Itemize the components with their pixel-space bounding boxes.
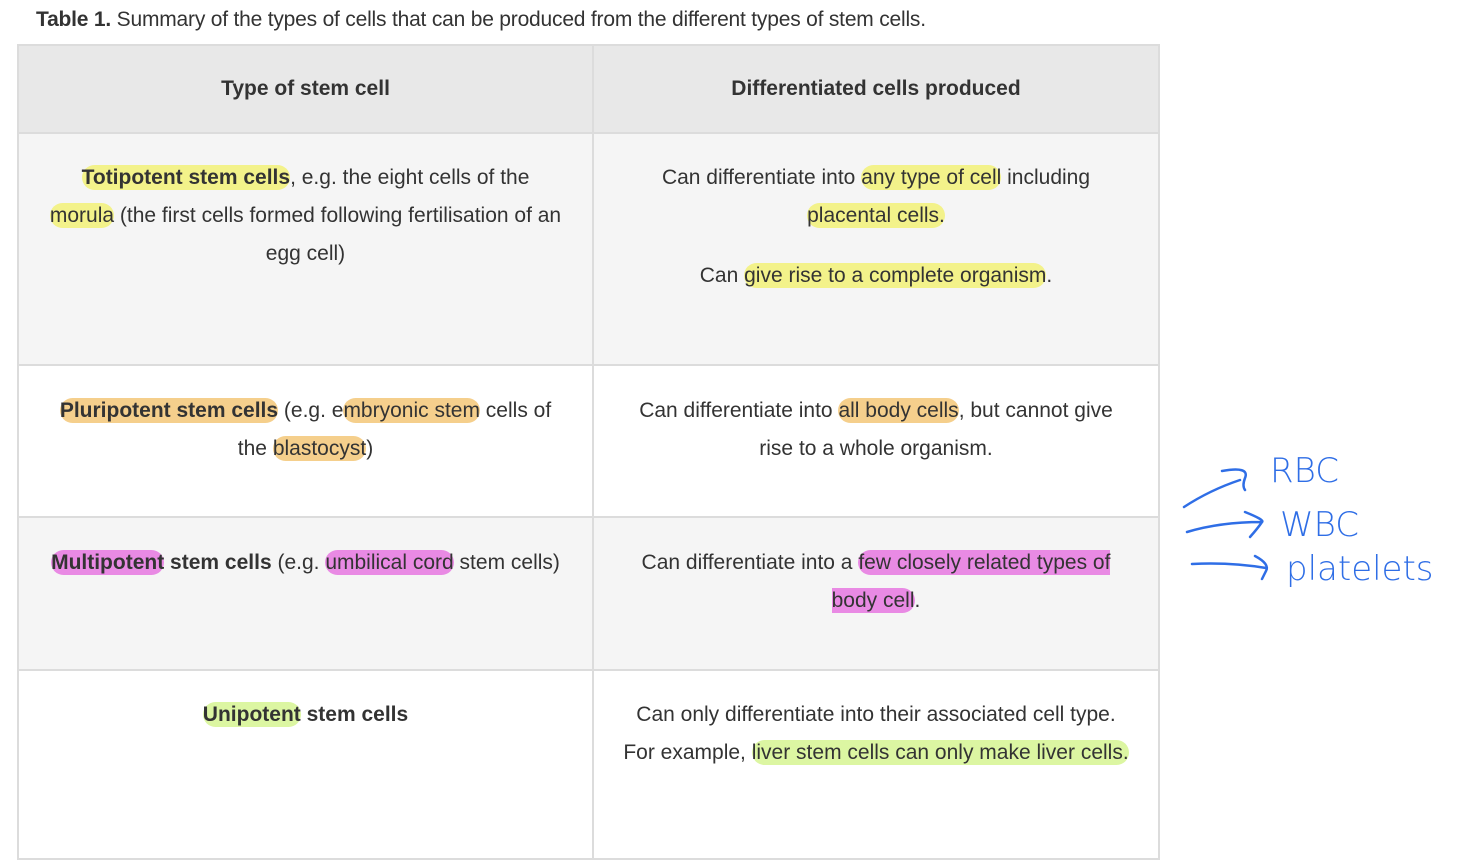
cell-stem-cell-type: Unipotent stem cells [17, 669, 594, 860]
handwritten-annotation: RBC WBC platelets [1182, 451, 1434, 589]
highlighted-text: umbilical cord [325, 550, 454, 575]
text-segment: stem cells) [453, 551, 560, 574]
paragraph: Can give rise to a complete organism. [622, 257, 1130, 295]
text-segment: (e.g. [271, 551, 326, 574]
paragraph: Unipotent stem cells [47, 696, 564, 734]
arrow-icon [1185, 510, 1264, 539]
text-segment: , but cannot give rise to a whole organi… [759, 399, 1113, 460]
text-segment: (e.g. e [278, 399, 344, 422]
highlighted-text: blastocyst [272, 436, 367, 461]
cell-stem-cell-type: Pluripotent stem cells (e.g. embryonic s… [17, 364, 594, 518]
highlighted-text: all body cells [838, 398, 959, 423]
highlighted-text: placental cells. [807, 203, 945, 228]
text-segment: Can [699, 264, 745, 287]
text-segment: Can differentiate into [661, 166, 862, 189]
paragraph: Multipotent stem cells (e.g. umbilical c… [47, 544, 564, 582]
paragraph: Can differentiate into a few closely rel… [622, 544, 1130, 620]
highlighted-text: Totipotent stem cells [81, 165, 291, 190]
text-segment: stem cells [300, 703, 409, 726]
text-segment: Can only differentiate into their associ… [623, 703, 1116, 764]
cell-stem-cell-type: Multipotent stem cells (e.g. umbilical c… [17, 516, 594, 671]
text-segment: Can differentiate into [639, 399, 839, 422]
highlighted-text: morula [49, 203, 115, 228]
table-caption: Table 1. Summary of the types of cells t… [36, 8, 926, 32]
annotation-wbc: WBC [1280, 505, 1359, 545]
annotation-rbc: RBC [1270, 451, 1339, 491]
table-row: Pluripotent stem cells (e.g. embryonic s… [17, 364, 1160, 518]
text-segment: ) [366, 437, 374, 460]
arrow-icons [1182, 468, 1269, 581]
text-segment: stem cells [164, 551, 272, 574]
highlighted-text: any type of cell [861, 165, 1002, 190]
text-segment: . [1046, 264, 1053, 287]
cell-stem-cell-type: Totipotent stem cells, e.g. the eight ce… [17, 132, 594, 366]
table-row: Multipotent stem cells (e.g. umbilical c… [17, 516, 1160, 671]
paragraph: Totipotent stem cells, e.g. the eight ce… [47, 159, 564, 273]
table-header-row: Type of stem cell Differentiated cells p… [17, 44, 1160, 134]
cell-differentiated-produced: Can differentiate into a few closely rel… [592, 516, 1160, 671]
highlighted-text: few closely related types of body cell [831, 550, 1111, 613]
annotation-platelets: platelets [1286, 549, 1434, 589]
text-segment: cells of the [237, 399, 552, 460]
table-row: Totipotent stem cells, e.g. the eight ce… [17, 132, 1160, 366]
highlighted-text: liver stem cells can only make liver cel… [751, 740, 1129, 765]
header-type: Type of stem cell [17, 44, 594, 134]
highlighted-text: Multipotent [51, 550, 165, 575]
cell-differentiated-produced: Can differentiate into any type of cell … [592, 132, 1160, 366]
highlighted-text: Pluripotent stem cells [59, 398, 279, 423]
arrow-icon [1190, 554, 1269, 581]
paragraph: Pluripotent stem cells (e.g. embryonic s… [47, 392, 564, 468]
paragraph: Can differentiate into all body cells, b… [622, 392, 1130, 468]
table-row: Unipotent stem cells Can only differentia… [17, 669, 1160, 860]
paragraph: Can differentiate into any type of cell … [622, 159, 1130, 235]
highlighted-text: give rise to a complete organism [744, 263, 1047, 288]
caption-label: Table 1. [36, 8, 112, 31]
arrow-icon [1182, 468, 1247, 509]
text-segment: Can differentiate into a [641, 551, 859, 574]
paragraph: Can only differentiate into their associ… [622, 696, 1130, 772]
text-segment: including [1001, 166, 1091, 189]
cell-differentiated-produced: Can differentiate into all body cells, b… [592, 364, 1160, 518]
text-segment: . [914, 589, 921, 612]
caption-text: Summary of the types of cells that can b… [111, 8, 926, 31]
highlighted-text: mbryonic stem [343, 398, 480, 423]
stem-cell-table: Type of stem cell Differentiated cells p… [17, 44, 1160, 860]
text-segment: (the first cells formed following fertil… [114, 204, 562, 265]
highlighted-text: Unipotent [202, 702, 301, 727]
cell-differentiated-produced: Can only differentiate into their associ… [592, 669, 1160, 860]
header-produced: Differentiated cells produced [592, 44, 1160, 134]
text-segment: , e.g. the eight cells of the [290, 166, 530, 189]
